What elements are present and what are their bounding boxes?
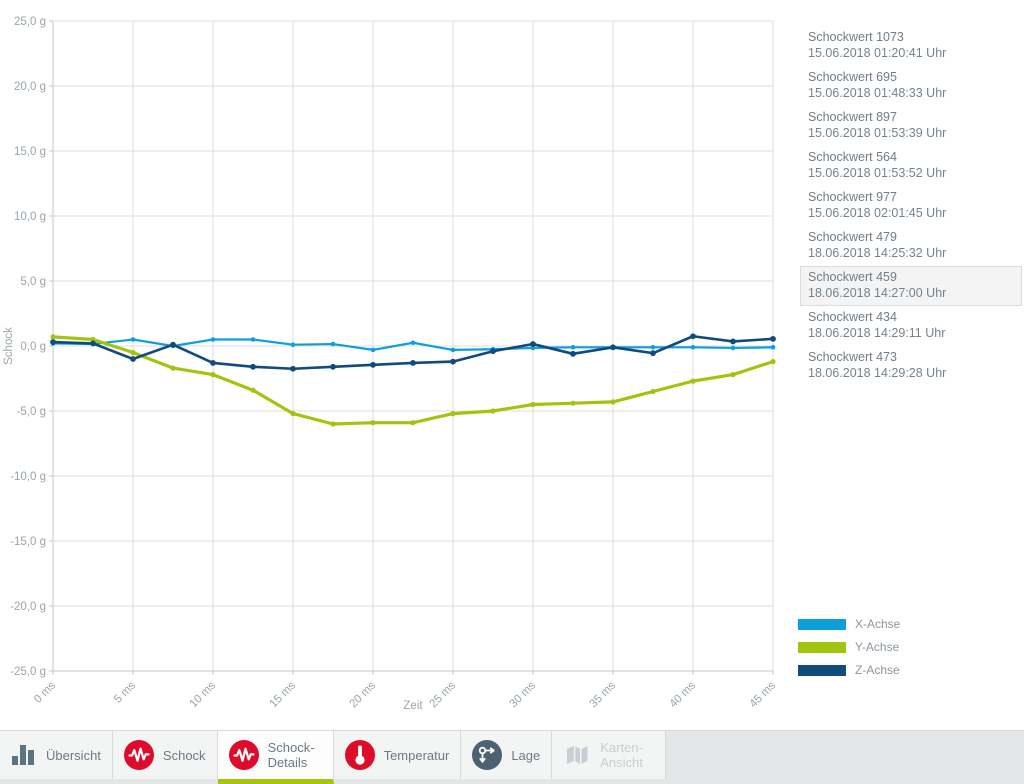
legend-item: Y-Achse <box>798 640 900 654</box>
tab-uebersicht[interactable]: Übersicht <box>0 731 113 779</box>
svg-text:-10,0 g: -10,0 g <box>10 471 46 483</box>
orientation-icon <box>472 740 503 770</box>
svg-text:15 ms: 15 ms <box>267 679 298 710</box>
legend-label: X-Achse <box>855 617 901 631</box>
shock-event-time: 15.06.2018 01:48:33 Uhr <box>808 86 947 100</box>
shock-event-title: Schockwert 897 <box>808 110 897 124</box>
tab-lage[interactable]: Lage <box>461 731 553 779</box>
svg-text:-20,0 g: -20,0 g <box>10 601 46 613</box>
svg-text:0 ms: 0 ms <box>32 679 58 705</box>
shock-event-title: Schockwert 977 <box>808 190 897 204</box>
legend-item: X-Achse <box>798 617 900 631</box>
tab-label: Lage <box>511 747 541 763</box>
shock-event-title: Schockwert 473 <box>808 350 897 364</box>
svg-text:Zeit: Zeit <box>403 700 423 712</box>
svg-text:-5,0 g: -5,0 g <box>17 406 46 418</box>
thermometer-icon <box>344 740 375 770</box>
svg-text:45 ms: 45 ms <box>747 679 778 710</box>
shock-event-time: 18.06.2018 14:27:00 Uhr <box>808 286 947 300</box>
bar-chart-icon <box>12 745 34 765</box>
shock-event-time: 18.06.2018 14:29:28 Uhr <box>808 366 947 380</box>
legend-swatch <box>798 618 846 630</box>
svg-text:15,0 g: 15,0 g <box>14 146 46 158</box>
shock-event-title: Schockwert 459 <box>808 270 897 284</box>
svg-text:25 ms: 25 ms <box>427 679 458 710</box>
shock-event-time: 15.06.2018 01:20:41 Uhr <box>808 46 947 60</box>
shock-event-list: Schockwert 1073 15.06.2018 01:20:41 Uhr … <box>790 0 1024 386</box>
legend-item: Z-Achse <box>798 663 900 677</box>
shock-icon <box>123 740 154 770</box>
shock-event-time: 15.06.2018 01:53:52 Uhr <box>808 166 947 180</box>
svg-text:10 ms: 10 ms <box>187 679 218 710</box>
svg-text:25,0 g: 25,0 g <box>14 16 46 28</box>
legend-label: Z-Achse <box>855 663 900 677</box>
shock-event-title: Schockwert 695 <box>808 70 897 84</box>
shock-event-time: 18.06.2018 14:25:32 Uhr <box>808 246 947 260</box>
shock-event-title: Schockwert 564 <box>808 150 897 164</box>
tab-schock-details[interactable]: Schock-Details <box>217 731 334 784</box>
tab-label: Karten-Ansicht <box>600 740 643 770</box>
svg-text:40 ms: 40 ms <box>667 679 698 710</box>
tab-label: Temperatur <box>383 747 450 763</box>
tab-schock[interactable]: Schock <box>112 731 218 779</box>
shock-icon <box>228 740 259 770</box>
svg-text:20,0 g: 20,0 g <box>14 81 46 93</box>
svg-text:5,0 g: 5,0 g <box>20 276 46 288</box>
tab-temperatur[interactable]: Temperatur <box>333 731 462 779</box>
svg-text:-25,0 g: -25,0 g <box>10 666 46 678</box>
shock-event-title: Schockwert 479 <box>808 230 897 244</box>
shock-event-title: Schockwert 434 <box>808 310 897 324</box>
shock-event-time: 15.06.2018 01:53:39 Uhr <box>808 126 947 140</box>
map-icon <box>567 746 588 764</box>
shock-event-item[interactable]: Schockwert 479 18.06.2018 14:25:32 Uhr <box>800 226 1022 266</box>
svg-text:35 ms: 35 ms <box>587 679 618 710</box>
svg-text:10,0 g: 10,0 g <box>14 211 46 223</box>
event-list-panel: Schockwert 1073 15.06.2018 01:20:41 Uhr … <box>790 0 1024 730</box>
chart-panel: 25,0 g 20,0 g 15,0 g 10,0 g 5,0 g 0,0 g -5,0 g… <box>3 16 779 712</box>
tab-label: Schock <box>162 747 206 763</box>
legend-swatch <box>798 641 846 653</box>
svg-text:Schock: Schock <box>3 327 15 365</box>
shock-event-time: 15.06.2018 02:01:45 Uhr <box>808 206 947 220</box>
svg-text:20 ms: 20 ms <box>347 679 378 710</box>
svg-text:-15,0 g: -15,0 g <box>10 536 46 548</box>
shock-chart: 25,0 g 20,0 g 15,0 g 10,0 g 5,0 g 0,0 g -5,0 g… <box>3 16 778 712</box>
shock-event-title: Schockwert 1073 <box>808 30 904 44</box>
tab-label: Schock-Details <box>267 740 315 770</box>
shock-event-item[interactable]: Schockwert 897 15.06.2018 01:53:39 Uhr <box>800 106 1022 146</box>
shock-event-item[interactable]: Schockwert 459 18.06.2018 14:27:00 Uhr <box>800 266 1022 306</box>
shock-event-item[interactable]: Schockwert 977 15.06.2018 02:01:45 Uhr <box>800 186 1022 226</box>
tab-karten-ansicht: Karten-Ansicht <box>552 731 667 779</box>
svg-text:5 ms: 5 ms <box>112 679 138 705</box>
svg-text:30 ms: 30 ms <box>507 679 538 710</box>
shock-event-item[interactable]: Schockwert 434 18.06.2018 14:29:11 Uhr <box>800 306 1022 346</box>
svg-text:0,0 g: 0,0 g <box>20 341 46 353</box>
shock-event-time: 18.06.2018 14:29:11 Uhr <box>808 326 946 340</box>
tab-bar: Übersicht Schock Schock-Details Temperat… <box>0 730 1024 784</box>
chart-legend: X-Achse Y-Achse Z-Achse <box>798 617 900 686</box>
shock-event-item[interactable]: Schockwert 564 15.06.2018 01:53:52 Uhr <box>800 146 1022 186</box>
shock-event-item[interactable]: Schockwert 473 18.06.2018 14:29:28 Uhr <box>800 346 1022 386</box>
shock-event-item[interactable]: Schockwert 695 15.06.2018 01:48:33 Uhr <box>800 66 1022 106</box>
tab-label: Übersicht <box>46 747 101 763</box>
shock-event-item[interactable]: Schockwert 1073 15.06.2018 01:20:41 Uhr <box>800 26 1022 66</box>
legend-label: Y-Achse <box>855 640 900 654</box>
legend-swatch <box>798 664 846 676</box>
